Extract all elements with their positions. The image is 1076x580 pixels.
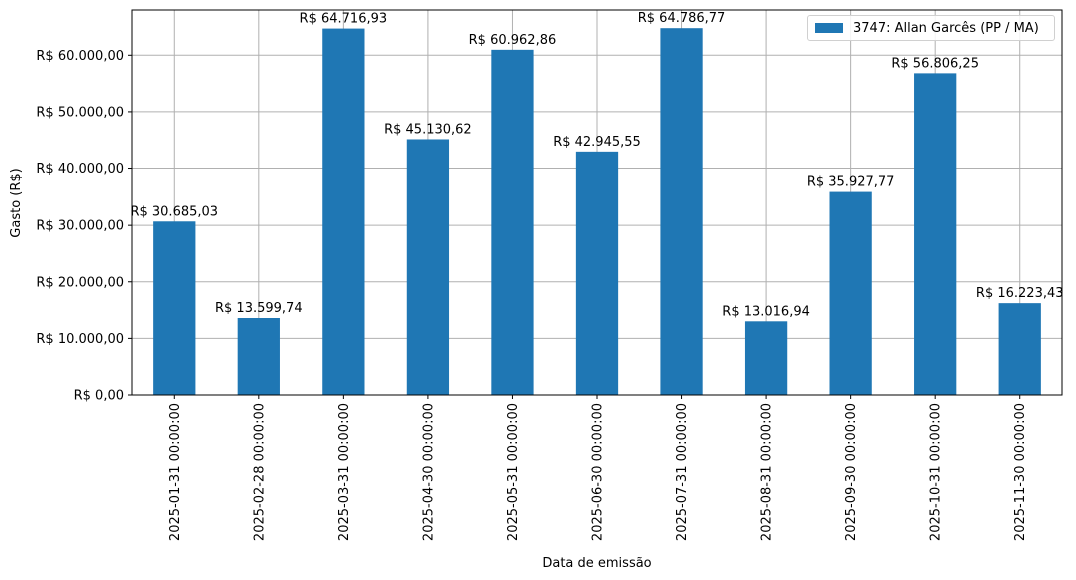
- x-tick-label: 2025-08-31 00:00:00: [760, 403, 775, 541]
- bar: [660, 28, 703, 395]
- x-tick-label: 2025-01-31 00:00:00: [168, 403, 183, 541]
- bar: [322, 28, 365, 395]
- bar: [744, 321, 788, 395]
- x-tick-label: 2025-02-28 00:00:00: [252, 403, 267, 541]
- bar-value-label: R$ 13.599,74: [215, 301, 303, 316]
- bar: [237, 318, 280, 395]
- bar-value-label: R$ 35.927,77: [807, 175, 895, 190]
- legend-label: 3747: Allan Garcês (PP / MA): [853, 20, 1039, 36]
- bars: [153, 28, 1041, 396]
- bar: [491, 49, 534, 396]
- bar-value-label: R$ 56.806,25: [891, 56, 979, 71]
- bar-value-label: R$ 16.223,43: [976, 286, 1064, 301]
- x-tick-label: 2025-06-30 00:00:00: [591, 403, 606, 541]
- x-tick-label: 2025-10-31 00:00:00: [929, 403, 944, 541]
- y-tick-label: R$ 30.000,00: [36, 219, 124, 234]
- bar: [998, 303, 1041, 395]
- y-axis-label: Gasto (R$): [9, 168, 24, 237]
- legend-swatch-icon: [815, 23, 843, 33]
- x-tick-label: 2025-03-31 00:00:00: [337, 403, 352, 541]
- x-tick-label: 2025-07-31 00:00:00: [675, 403, 690, 541]
- x-tick-label: 2025-05-31 00:00:00: [506, 403, 521, 541]
- y-tick-label: R$ 0,00: [74, 389, 124, 404]
- bar-value-label: R$ 30.685,03: [130, 204, 218, 219]
- x-tick-label: 2025-09-30 00:00:00: [844, 403, 859, 541]
- bar-value-label: R$ 64.716,93: [300, 12, 388, 27]
- legend: 3747: Allan Garcês (PP / MA): [807, 15, 1055, 41]
- bar-value-label: R$ 42.945,55: [553, 135, 641, 150]
- bar: [406, 139, 450, 395]
- x-axis-ticks: 2025-01-31 00:00:00 2025-02-28 00:00:00 20…: [168, 395, 1028, 541]
- bar: [153, 221, 196, 395]
- bar-value-label: R$ 60.962,86: [469, 33, 557, 48]
- bar: [914, 73, 957, 396]
- y-tick-label: R$ 50.000,00: [36, 105, 124, 120]
- y-tick-label: R$ 40.000,00: [36, 162, 124, 177]
- x-axis-label: Data de emissão: [542, 556, 651, 571]
- y-tick-label: R$ 60.000,00: [36, 49, 124, 64]
- y-tick-label: R$ 10.000,00: [36, 332, 124, 347]
- bar: [575, 151, 619, 395]
- bar: [829, 191, 872, 395]
- y-axis-ticks: R$ 0,00 R$ 10.000,00 R$ 20.000,00 R$ 30.000…: [36, 49, 132, 404]
- bar-value-label: R$ 13.016,94: [722, 304, 810, 319]
- x-tick-label: 2025-04-30 00:00:00: [421, 403, 436, 541]
- bar-value-label: R$ 45.130,62: [384, 122, 472, 137]
- bar-value-label: R$ 64.786,77: [638, 11, 726, 26]
- bar-value-labels: R$ 30.685,03 R$ 13.599,74 R$ 64.716,93 R$ 4…: [130, 11, 1063, 319]
- y-tick-label: R$ 20.000,00: [36, 275, 124, 290]
- x-tick-label: 2025-11-30 00:00:00: [1013, 403, 1028, 541]
